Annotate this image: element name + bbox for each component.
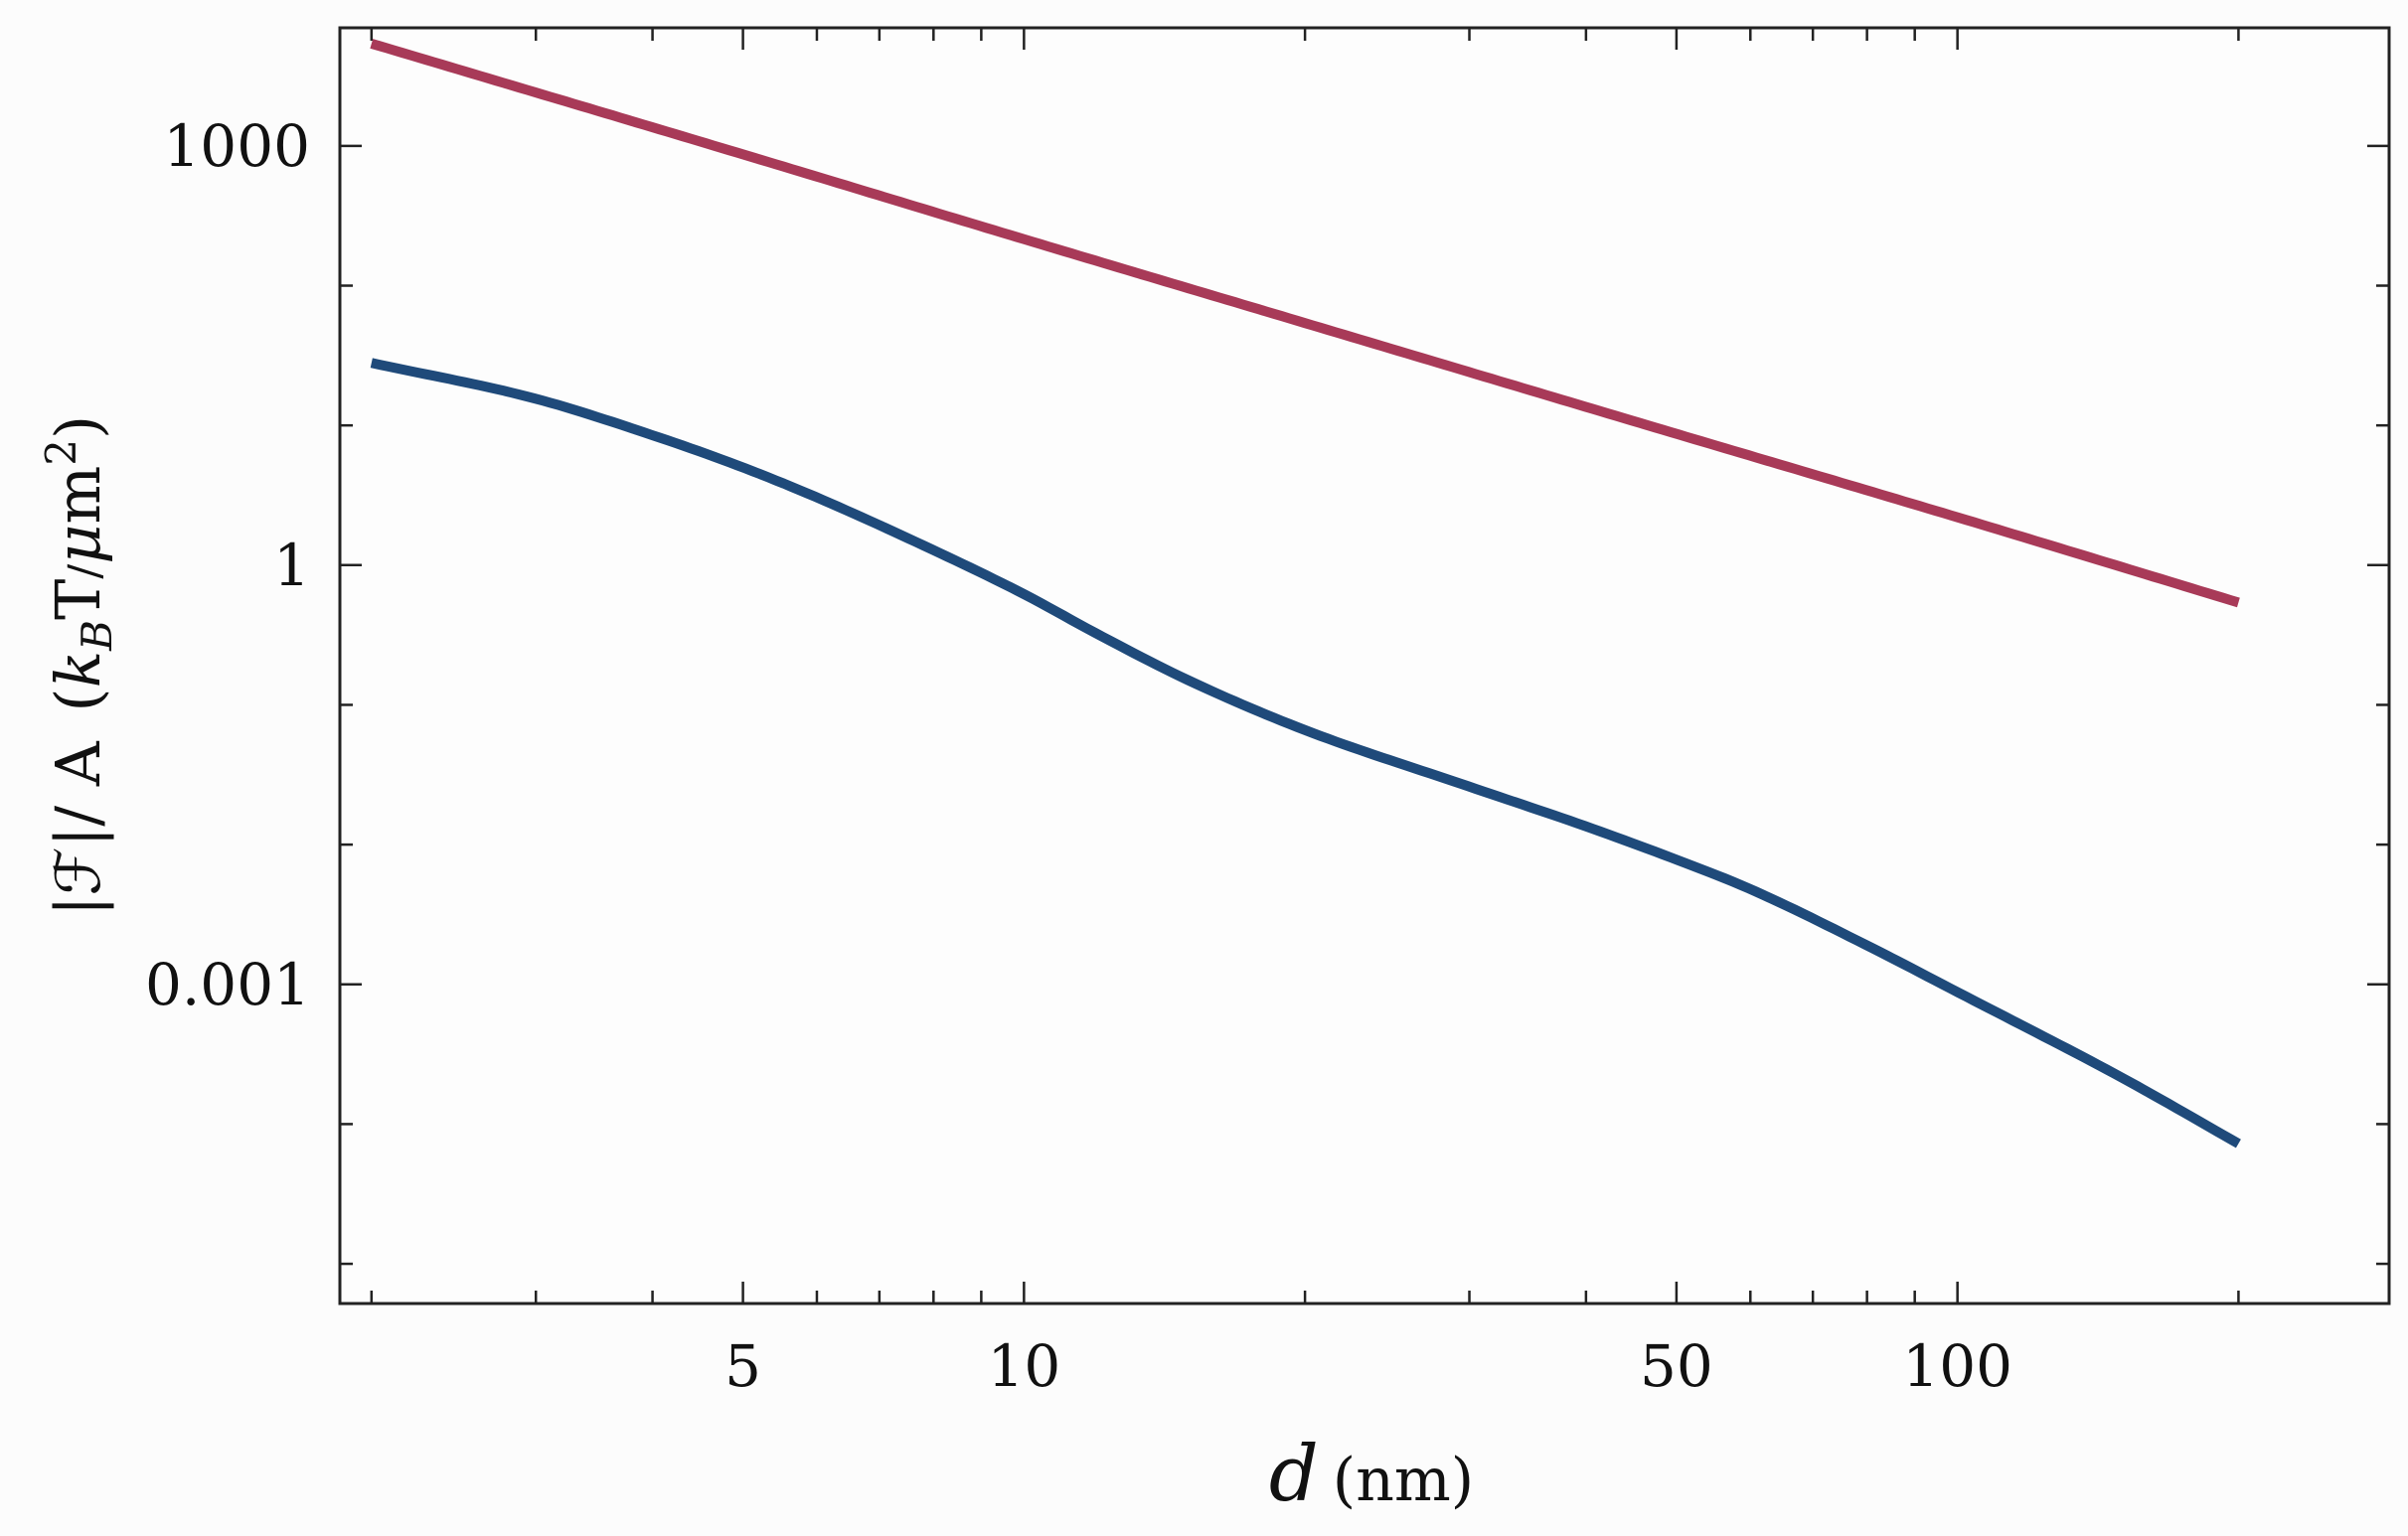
y-axis-lhs: |ℱ|/ A — [42, 740, 114, 916]
y-axis-T: T — [42, 579, 114, 620]
y-axis-m-superscript: 2 — [37, 439, 85, 466]
y-axis-m: m — [42, 466, 114, 525]
x-axis-var: d — [1269, 1430, 1319, 1519]
ticks — [340, 28, 2389, 1304]
x-tick-label: 10 — [987, 1332, 1060, 1400]
y-tick-label: 1 — [273, 532, 310, 599]
y-axis-paren-close: ) — [42, 415, 114, 439]
y-tick-label: 0.001 — [145, 951, 310, 1018]
series-line-2 — [370, 358, 2241, 1149]
x-tick-label: 50 — [1640, 1332, 1713, 1400]
y-axis-slash: / — [60, 564, 110, 579]
series-line-1 — [370, 39, 2240, 608]
tick-labels: 5 10 50 100 1000 1 0.001 — [145, 112, 2012, 1400]
y-axis-k-subscript: B — [73, 620, 121, 652]
x-tick-label: 100 — [1902, 1332, 2012, 1400]
y-axis-label: |ℱ|/ A (kBT/μm2) — [37, 415, 121, 916]
x-axis-unit: (nm) — [1333, 1446, 1474, 1515]
x-tick-label: 5 — [724, 1332, 761, 1400]
series-layer — [370, 39, 2241, 1149]
y-axis-paren-open: ( — [42, 688, 114, 711]
y-tick-label: 1000 — [163, 112, 310, 180]
y-axis-k: k — [42, 651, 114, 689]
plot-frame — [338, 26, 2391, 1306]
y-axis-mu: μ — [42, 524, 114, 563]
x-axis-label: d (nm) — [1269, 1430, 1474, 1519]
